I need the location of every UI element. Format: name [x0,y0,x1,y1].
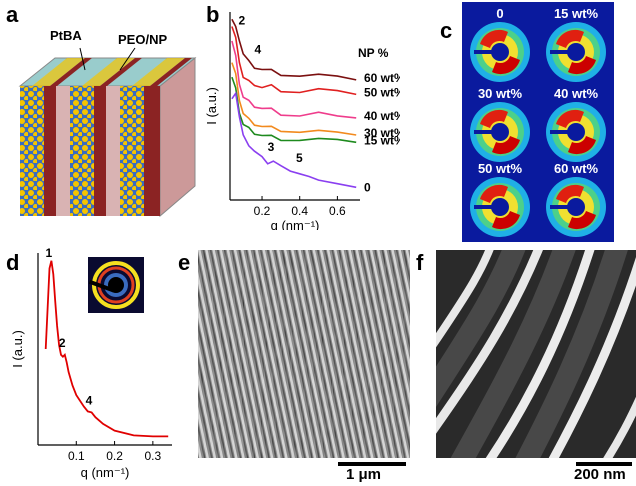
pattern-label: 15 wt% [554,6,599,21]
y-axis-label: I (a.u.) [10,330,25,368]
pattern-arc [492,56,520,75]
series-label: 50 wt% [364,85,400,99]
peak-label: 2 [59,336,66,350]
ptba-layer [44,86,56,216]
series-label: 30 wt% [364,126,400,140]
series-line [231,62,357,136]
panel-d-letter: d [6,250,20,275]
beamstop-arm [474,130,500,134]
series-line [231,26,357,96]
pattern-arc [480,29,508,48]
x-tick-label: 0.2 [254,204,271,218]
x-tick-label: 0.2 [106,449,123,463]
peo-np-layer [70,86,94,216]
peak-label: 2 [238,14,245,28]
ptba-layer [94,86,106,216]
scale-bar-e [338,462,406,466]
peak-label: 4 [254,43,261,57]
saxs-pattern [470,22,530,82]
beamstop-arm [550,205,576,209]
y-axis-label: I (a.u.) [204,87,219,125]
scale-bar-f-label: 200 nm [574,466,626,483]
pattern-label: 0 [496,6,503,21]
x-axis-label: q (nm⁻¹) [81,465,130,480]
pattern-arc [556,184,584,203]
peo-np-label: PEO/NP [118,32,168,47]
peak-label: 4 [86,393,93,407]
panel-a-lamellae-diagram [18,47,197,218]
series-line [231,18,357,81]
peo-np-layer [120,86,144,216]
pattern-arc [568,136,596,155]
x-axis-label: q (nm⁻¹) [271,218,320,230]
beamstop-arm [88,279,115,293]
saxs-pattern [546,177,606,237]
pattern-arc [556,29,584,48]
saxs-pattern [546,22,606,82]
ptba-layer [144,86,160,216]
pattern-arc [568,56,596,75]
x-tick-label: 0.1 [68,449,85,463]
x-tick-label: 0.3 [145,449,162,463]
peak-label: 1 [45,246,52,260]
panel-c-letter: c [440,18,453,43]
saxs-pattern [470,102,530,162]
series-label: 0 [364,180,371,194]
pattern-label: 40 wt% [554,86,599,101]
legend-title: NP % [358,46,389,60]
pattern-arc [480,109,508,128]
beamstop-arm [474,50,500,54]
panel-d-saxs-chart: 0.1 0.2 0.3 q (nm⁻¹) I (a.u.) 1 2 4 [10,246,172,480]
saxs-pattern [546,102,606,162]
series-line [231,91,357,189]
peo-np-layer [20,86,44,216]
scale-bar-e-label: 1 μm [346,466,382,483]
panel-f-letter: f [416,250,424,275]
beamstop-arm [550,130,576,134]
panel-b-saxs-chart: 0.2 0.4 0.6 q (nm⁻¹) I (a.u.) 60 wt%50 wt% 40 … [204,12,400,230]
peak-label: 5 [296,151,303,165]
pattern-arc [492,136,520,155]
panel-e-sem-image [198,250,410,458]
series-line [231,40,357,119]
ptba-label: PtBA [50,28,82,43]
saxs-pattern [470,177,530,237]
panel-a-letter: a [6,2,19,27]
scale-bar-f [576,462,632,466]
x-tick-label: 0.6 [329,204,346,218]
peak-label: 3 [268,140,275,154]
pattern-label: 60 wt% [554,161,599,176]
ptba-layer [56,86,70,216]
beamstop-arm [550,50,576,54]
series-label: 15 wt% [364,133,400,147]
pattern-arc [480,184,508,203]
x-tick-label: 0.4 [291,204,308,218]
panel-b-letter: b [206,2,220,27]
series-label: 40 wt% [364,109,400,123]
pattern-arc [568,211,596,230]
series-label: 60 wt% [364,71,400,85]
beamstop-arm [474,205,500,209]
pattern-label: 30 wt% [478,86,523,101]
pattern-arc [492,211,520,230]
series-line [44,260,169,438]
pattern-arc [556,109,584,128]
ptba-layer [106,86,120,216]
panel-f-sem-image [436,250,636,458]
panel-e-letter: e [178,250,191,275]
panel-c-2d-saxs-patterns: 0 15 wt% 30 wt% 40 wt% 50 wt% 60 wt% [462,2,614,242]
pattern-label: 50 wt% [478,161,523,176]
inset-2d-pattern [88,257,144,313]
